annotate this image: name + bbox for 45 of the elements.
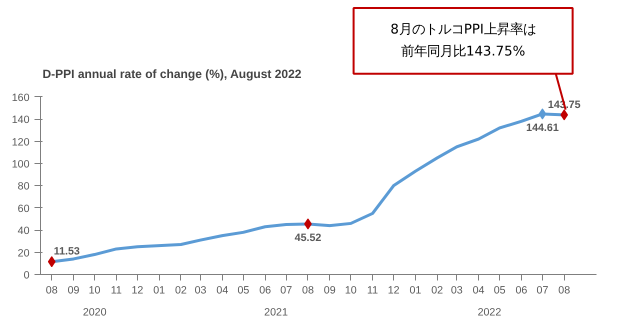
y-tick-label: 120	[12, 136, 30, 148]
y-tick-label: 100	[12, 158, 30, 170]
x-tick-label: 04	[472, 284, 485, 296]
x-tick-label: 07	[536, 284, 548, 296]
text: 前年同月比143.75%	[400, 44, 526, 60]
y-tick-label: 160	[12, 92, 30, 104]
x-tick-label: 11	[367, 284, 378, 296]
point	[560, 109, 568, 120]
x-tick-label: 06	[259, 284, 272, 296]
x-tick-label: 03	[450, 284, 463, 296]
x-tick-label: 02	[431, 284, 444, 296]
y-tick-label: 20	[18, 247, 30, 260]
x-tick-label: 08	[302, 284, 314, 296]
text: 8月のトルコPPI上昇率は	[390, 21, 536, 38]
data-label: 144.61	[526, 122, 559, 134]
x-tick-label: 04	[216, 284, 228, 296]
x-tick-label: 09	[68, 284, 80, 296]
text: 2020	[82, 306, 107, 318]
text: 2022	[478, 306, 502, 318]
x-tick-label: 12	[131, 284, 144, 296]
x-tick-label: 11	[110, 284, 122, 296]
y-tick-label: 60	[18, 202, 30, 215]
x-tick-label: 09	[324, 284, 336, 296]
data-label: 45.52	[294, 232, 322, 244]
x-tick-label: 12	[388, 284, 400, 296]
x-tick-label: 08	[558, 284, 570, 296]
y-tick-label: 0	[24, 270, 30, 282]
x-tick-label: 08	[46, 284, 58, 296]
x-tick-label: 10	[88, 284, 101, 296]
text: 2021	[264, 306, 288, 318]
point	[48, 256, 56, 268]
x-tick-label: 07	[280, 284, 292, 296]
x-tick-label: 06	[515, 284, 528, 296]
y-tick-label: 40	[18, 225, 30, 238]
x-tick-label: 03	[194, 284, 207, 296]
x-tick-label: 01	[409, 284, 422, 296]
x-tick-label: 05	[237, 284, 250, 296]
data-label: 11.53	[54, 246, 80, 258]
y-tick-label: 80	[18, 180, 30, 193]
chart-title: D-PPI annual rate of change (%), August 2022	[42, 66, 302, 81]
x-tick-label: 02	[174, 284, 187, 296]
x-tick-label: 01	[153, 284, 166, 296]
x-tick-label: 05	[494, 284, 506, 296]
y-tick-label: 140	[12, 114, 30, 126]
x-tick-label: 10	[344, 284, 357, 296]
